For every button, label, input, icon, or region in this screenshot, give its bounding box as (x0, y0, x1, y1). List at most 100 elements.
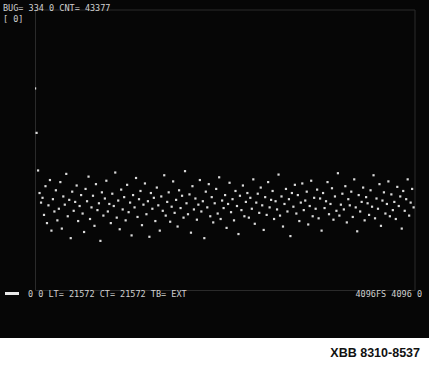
cursor-marker (5, 292, 19, 295)
point (61, 227, 63, 229)
point (228, 182, 230, 184)
point (347, 198, 349, 200)
point (52, 198, 54, 200)
point (133, 206, 135, 208)
point (277, 173, 279, 175)
point (375, 197, 377, 199)
point (200, 210, 202, 212)
point (185, 202, 187, 204)
point (282, 225, 284, 227)
point (157, 204, 159, 206)
point (179, 207, 181, 209)
point (165, 214, 167, 216)
point (283, 203, 285, 205)
point (104, 197, 106, 199)
point (312, 215, 314, 217)
point (89, 218, 91, 220)
point (274, 200, 276, 202)
point (117, 199, 119, 201)
screen (0, 0, 429, 338)
point (76, 184, 78, 186)
point (233, 219, 235, 221)
y-axis (35, 11, 36, 291)
point (285, 188, 287, 190)
point (56, 219, 58, 221)
point (108, 203, 110, 205)
point (74, 201, 76, 203)
point (295, 212, 297, 214)
point (236, 205, 238, 207)
point (105, 180, 107, 182)
point (184, 170, 186, 172)
point (413, 206, 415, 208)
point (246, 192, 248, 194)
point (291, 192, 293, 194)
point (323, 207, 325, 209)
point (111, 193, 113, 195)
point (294, 184, 296, 186)
point (338, 214, 340, 216)
point (181, 195, 183, 197)
point (144, 182, 146, 184)
page-background (0, 0, 429, 367)
point (239, 195, 241, 197)
point (130, 234, 132, 236)
point (136, 216, 138, 218)
point (405, 198, 407, 200)
point (386, 203, 388, 205)
point (221, 199, 223, 201)
point (129, 202, 131, 204)
point (175, 199, 177, 201)
point (263, 229, 265, 231)
point (64, 204, 66, 206)
point (326, 181, 328, 183)
point (102, 214, 104, 216)
point (362, 186, 364, 188)
point (355, 206, 357, 208)
point (123, 196, 125, 198)
point (203, 237, 205, 239)
point (264, 196, 266, 198)
point (113, 205, 115, 207)
frame-line (415, 10, 416, 290)
point (172, 180, 174, 182)
point (350, 191, 352, 193)
point (223, 207, 225, 209)
point (361, 201, 363, 203)
point (398, 205, 400, 207)
point (378, 183, 380, 185)
point (322, 192, 324, 194)
point (196, 219, 198, 221)
point (389, 215, 391, 217)
point (318, 217, 320, 219)
point (107, 210, 109, 212)
point (267, 181, 269, 183)
point (237, 233, 239, 235)
point (365, 196, 367, 198)
point (266, 214, 268, 216)
point (119, 228, 121, 230)
point (197, 204, 199, 206)
point (70, 237, 72, 239)
point (343, 208, 345, 210)
point (230, 211, 232, 213)
point (358, 194, 360, 196)
point (169, 221, 171, 223)
point (40, 202, 42, 204)
point (369, 189, 371, 191)
point (215, 188, 217, 190)
point (174, 212, 176, 214)
point (153, 197, 155, 199)
point (188, 193, 190, 195)
point (349, 204, 351, 206)
point (249, 197, 251, 199)
point (187, 213, 189, 215)
point (319, 197, 321, 199)
point (125, 219, 127, 221)
point (411, 188, 413, 190)
point (395, 218, 397, 220)
point (234, 190, 236, 192)
point (159, 230, 161, 232)
point (309, 205, 311, 207)
point (255, 202, 257, 204)
